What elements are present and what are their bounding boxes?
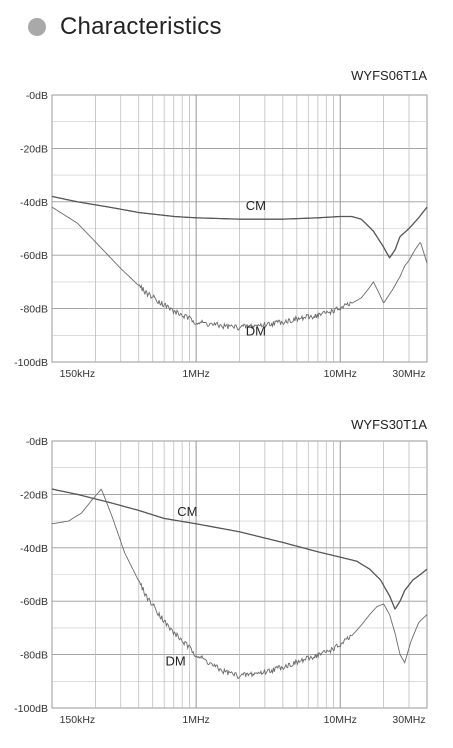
y-tick-label: -20dB bbox=[20, 143, 48, 155]
series-label-cm: CM bbox=[246, 198, 266, 213]
x-tick-label: 150kHz bbox=[60, 368, 96, 380]
chart-title: WYFS06T1A bbox=[351, 68, 427, 83]
y-tick-label: -100dB bbox=[14, 703, 48, 715]
x-tick-label: 1MHz bbox=[182, 368, 209, 380]
bullet-icon bbox=[28, 18, 46, 36]
series-line-dm bbox=[51, 206, 428, 331]
chart-title: WYFS30T1A bbox=[351, 417, 427, 432]
y-tick-label: -60dB bbox=[20, 250, 48, 262]
x-tick-label: 30MHz bbox=[392, 714, 425, 726]
y-tick-label: -80dB bbox=[20, 304, 48, 316]
chart-2: WYFS30T1A -0dB -20dB -40dB -60dB -80dB -100dB 1… bbox=[14, 417, 428, 726]
y-tick-label: -20dB bbox=[20, 489, 48, 501]
series-line-cm bbox=[51, 488, 428, 610]
x-tick-label: 10MHz bbox=[324, 714, 357, 726]
series-label-cm: CM bbox=[177, 504, 197, 519]
chart-1: WYFS06T1A -0dB -20dB -40dB -60dB -80dB -100dB 1… bbox=[14, 68, 428, 380]
y-tick-label: -80dB bbox=[20, 650, 48, 662]
section-header: Characteristics bbox=[28, 12, 222, 42]
series-label-dm: DM bbox=[246, 323, 266, 338]
y-tick-label: -0dB bbox=[26, 436, 48, 448]
x-tick-label: 10MHz bbox=[324, 368, 357, 380]
x-tick-label: 150kHz bbox=[60, 714, 96, 726]
series-line-dm bbox=[51, 488, 428, 679]
y-tick-label: -100dB bbox=[14, 357, 48, 369]
x-tick-label: 30MHz bbox=[392, 368, 425, 380]
y-tick-label: -0dB bbox=[26, 90, 48, 102]
x-tick-label: 1MHz bbox=[182, 714, 209, 726]
series-label-dm: DM bbox=[165, 653, 185, 668]
y-tick-label: -40dB bbox=[20, 197, 48, 209]
section-title: Characteristics bbox=[60, 13, 222, 40]
y-tick-label: -60dB bbox=[20, 596, 48, 608]
series-line-cm bbox=[51, 195, 428, 259]
y-tick-label: -40dB bbox=[20, 543, 48, 555]
